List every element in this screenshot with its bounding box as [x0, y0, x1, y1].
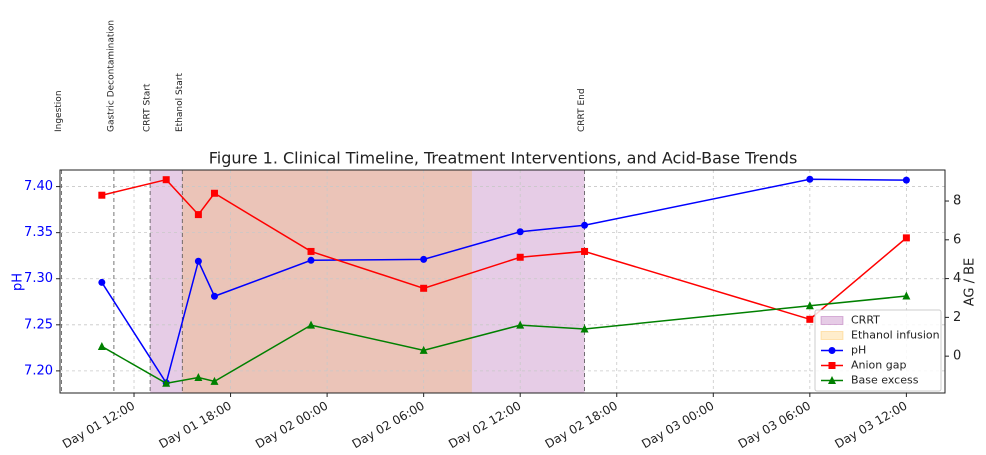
legend-label: Ethanol infusion [851, 329, 940, 342]
marker [516, 253, 524, 261]
legend-marker [828, 362, 836, 369]
marker [307, 256, 315, 264]
event-label: Gastric Decontamination [106, 20, 116, 132]
x-tick-label: Day 01 12:00 [60, 399, 137, 452]
marker [581, 247, 589, 255]
span [182, 170, 472, 393]
marker [194, 211, 202, 219]
series-line [101, 295, 907, 385]
marker [194, 372, 203, 381]
y-axis-label: pH [11, 273, 26, 291]
y-tick-label: 7.25 [24, 317, 53, 332]
legend-label: CRRT [851, 314, 880, 327]
marker [420, 255, 428, 263]
event-label: CRRT End [577, 88, 587, 132]
marker [806, 315, 814, 323]
event-label: CRRT Start [143, 83, 153, 132]
marker [581, 221, 589, 229]
y2-axis-label: AG / BE [963, 258, 978, 307]
x-tick-label: Day 02 12:00 [446, 399, 523, 452]
plot-frame [59, 169, 946, 394]
marker [307, 247, 315, 255]
span [150, 170, 585, 393]
marker [805, 301, 814, 310]
y-tick-label: 7.30 [24, 271, 53, 286]
marker [419, 345, 428, 354]
marker [420, 284, 428, 292]
x-tick-label: Day 03 12:00 [832, 399, 909, 452]
marker [210, 292, 218, 300]
marker [307, 320, 316, 329]
legend-marker [828, 347, 836, 354]
marker [902, 176, 910, 184]
y2-tick-label: 0 [953, 349, 961, 364]
y-tick-label: 7.40 [24, 179, 53, 194]
x-tick-label: Day 01 18:00 [157, 399, 234, 452]
marker [902, 291, 911, 300]
marker [98, 191, 106, 199]
event-label: Ethanol Start [175, 73, 185, 132]
y2-tick-label: 8 [953, 194, 961, 209]
x-tick-label: Day 02 00:00 [253, 399, 330, 452]
y2-tick-label: 6 [953, 232, 961, 247]
series-line [101, 178, 907, 385]
marker [162, 378, 171, 387]
legend-marker [828, 376, 836, 384]
legend-swatch [820, 316, 844, 325]
marker [194, 257, 202, 265]
marker [210, 189, 218, 197]
marker [806, 175, 814, 183]
marker [580, 324, 589, 333]
x-tick-label: Day 03 06:00 [736, 399, 813, 452]
legend-label: Base excess [851, 374, 919, 387]
y2-tick-label: 4 [953, 271, 961, 286]
legend-label: Anion gap [851, 359, 906, 372]
marker [516, 320, 525, 329]
series-line [101, 178, 907, 321]
marker [516, 228, 524, 236]
x-tick-label: Day 03 00:00 [639, 399, 716, 452]
x-tick-label: Day 02 06:00 [350, 399, 427, 452]
legend-box [814, 309, 942, 392]
marker [98, 278, 106, 286]
y-tick-label: 7.35 [24, 225, 53, 240]
chart-title: Figure 1. Clinical Timeline, Treatment I… [209, 149, 798, 168]
event-label: Ingestion [54, 90, 64, 132]
x-tick-label: Day 02 18:00 [543, 399, 620, 452]
y2-tick-label: 2 [953, 310, 961, 325]
marker [97, 341, 106, 350]
y-tick-label: 7.20 [24, 363, 53, 378]
marker [210, 376, 219, 385]
legend-label: pH [851, 344, 866, 357]
marker [162, 176, 170, 184]
marker [902, 234, 910, 242]
legend-swatch [820, 331, 844, 340]
